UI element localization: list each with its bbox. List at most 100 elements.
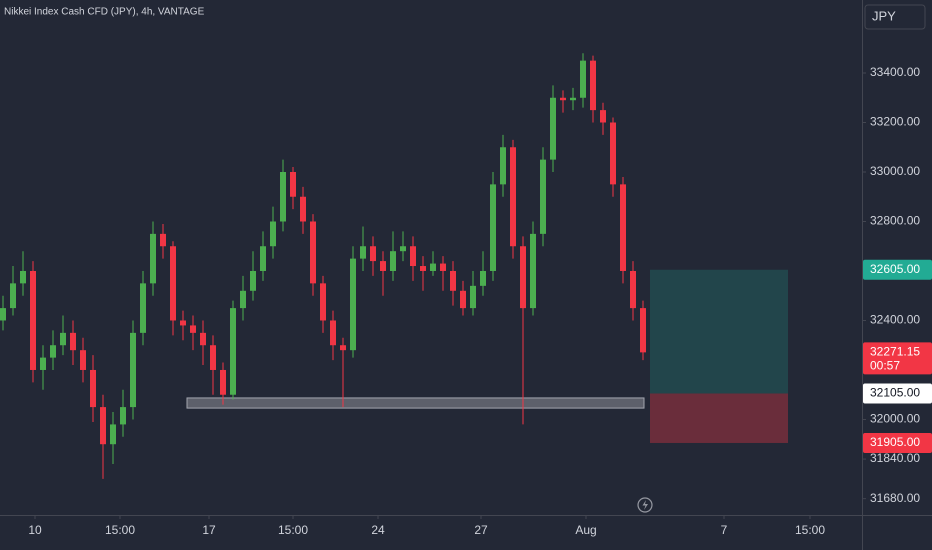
candle-body [310,221,316,284]
x-tick-label: 15:00 [105,523,135,537]
candle-body [450,270,456,291]
candle-body [610,122,616,185]
price-tag-label: 32105.00 [870,386,920,400]
candle-body [490,184,496,271]
y-tick-label: 33400.00 [870,65,920,79]
candle-body [380,261,386,271]
candle-body [200,332,206,346]
candle-body [280,171,286,222]
candle-body [60,332,66,346]
candle-body [580,60,586,98]
position-stop [650,393,788,443]
price-tag [863,383,932,404]
candle-body [540,159,546,234]
candle-body [470,285,476,309]
x-tick-label: 27 [474,523,488,537]
candle-body [180,320,186,326]
x-tick-label: Aug [575,523,596,537]
candle-body [340,345,346,351]
candle-body [360,246,366,259]
currency-button[interactable] [864,4,926,30]
price-tag-label: 32605.00 [870,262,920,276]
y-tick-label: 31680.00 [870,491,920,505]
candle-body [410,246,416,267]
candle-body [50,345,56,358]
candle-body [510,147,516,247]
candle-body [640,308,646,353]
candle-body [300,196,306,222]
price-tag [863,259,932,280]
candle-body [30,270,36,370]
price-tag [863,342,932,375]
candle-body [90,369,96,408]
candle-body [330,320,336,346]
candle-body [20,270,26,284]
candle-body [70,332,76,351]
candle-body [120,407,126,425]
x-tick-label: 15:00 [278,523,308,537]
y-tick-label: 33000.00 [870,164,920,178]
y-tick-label: 31840.00 [870,451,920,465]
replay-icon [637,497,653,513]
candle-body [370,246,376,262]
price-tag-label: 31905.00 [870,435,920,449]
position-target [650,269,788,394]
candle-body [80,350,86,370]
candle-body [190,325,196,333]
x-tick-label: 17 [202,523,216,537]
candle-body [260,246,266,271]
candle-body [130,332,136,408]
currency-label[interactable]: JPY [872,8,896,23]
y-tick-label: 33200.00 [870,115,920,129]
chart-title: Nikkei Index Cash CFD (JPY), 4h, VANTAGE [4,7,205,18]
candle-body [230,308,236,395]
candle-body [270,221,276,247]
candle-body [160,233,166,247]
candle-body [0,308,6,321]
candle-body [480,270,486,286]
candle-body [210,345,216,370]
price-tag [863,432,932,453]
candle-body [320,283,326,321]
candle-body [250,270,256,291]
price-tag-countdown: 00:57 [870,359,900,373]
candle-body [140,283,146,333]
candle-body [600,110,606,123]
candle-body [390,251,396,271]
candle-body [400,246,406,252]
plot-area [0,53,788,479]
candle-body [420,266,426,271]
candle-body [560,97,566,101]
candle-body [460,290,466,309]
support-zone [186,397,645,409]
candle-body [520,246,526,309]
x-tick-label: 24 [371,523,385,537]
price-tag-label: 32271.15 [870,345,920,359]
candle-body [220,369,226,395]
y-tick-label: 32800.00 [870,214,920,228]
candle-body [110,424,116,445]
x-tick-label: 15:00 [795,523,825,537]
candle-body [570,97,576,101]
candle-body [350,258,356,351]
x-tick-label: 10 [28,523,42,537]
y-tick-label: 32400.00 [870,313,920,327]
x-tick-label: 7 [721,523,728,537]
candle-body [530,233,536,309]
candle-body [10,283,16,309]
candle-body [290,171,296,197]
candle-body [590,60,596,111]
candle-body [630,270,636,309]
candle-body [440,263,446,271]
candle-body [620,184,626,271]
y-tick-label: 32000.00 [870,412,920,426]
candle-body [240,290,246,309]
candle-body [150,233,156,284]
candle-body [430,263,436,271]
candle-body [100,407,106,445]
candle-body [550,97,556,160]
candle-body [170,246,176,321]
